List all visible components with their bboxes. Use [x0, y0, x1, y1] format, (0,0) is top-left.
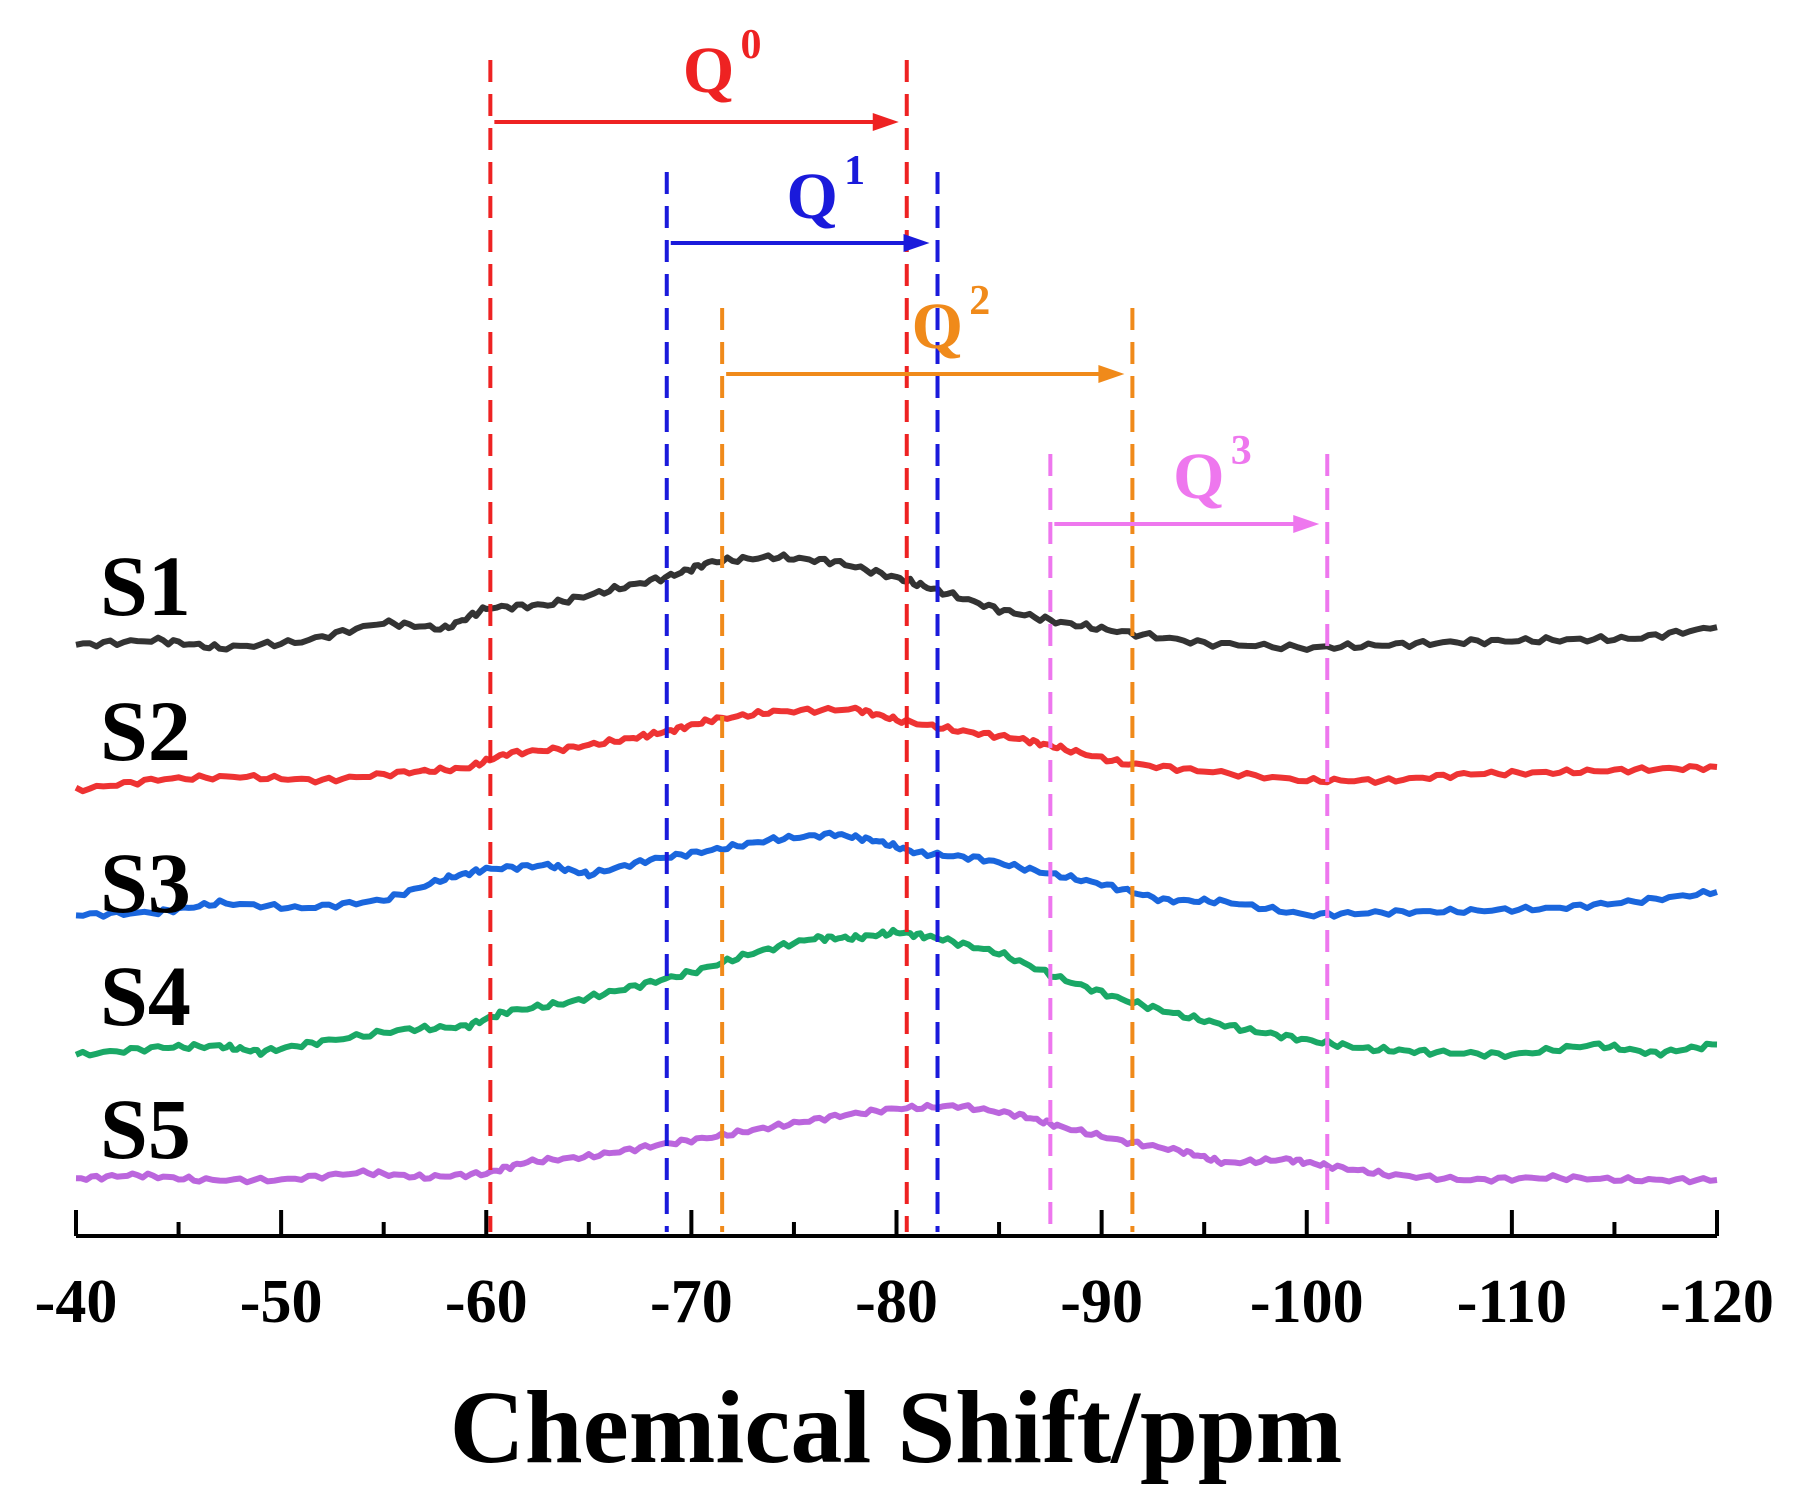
region-q2-label: Q [912, 290, 963, 363]
region-q2-superscript: 2 [969, 278, 990, 324]
x-tick-label-80: -80 [855, 1268, 938, 1336]
region-q2-arrowhead [1098, 365, 1125, 383]
region-q1-superscript: 1 [844, 148, 865, 194]
series-label-s2: S2 [100, 683, 191, 779]
x-tick-label-70: -70 [650, 1268, 733, 1336]
x-tick-label-50: -50 [240, 1268, 323, 1336]
series-label-s1: S1 [100, 538, 191, 634]
series-label-s4: S4 [100, 948, 191, 1044]
series-line-s1 [75, 551, 1718, 653]
x-tick-label-60: -60 [445, 1268, 528, 1336]
region-q0-label: Q [683, 34, 734, 107]
region-q3-arrowhead [1293, 515, 1320, 533]
x-axis: -40 -50 -60 -70 -80 -90 -100 -110 -120 [35, 1210, 1774, 1336]
series-label-s3: S3 [100, 835, 191, 931]
region-q1-label: Q [786, 160, 837, 233]
series-layer [74, 551, 1718, 1186]
region-annotations: Q 0Q 1Q 2Q 3 [488, 22, 1330, 1232]
region-q0-superscript: 0 [741, 22, 762, 68]
x-tick-label-120: -120 [1660, 1268, 1774, 1336]
series-labels: S1 S2 S3 S4 S5 [100, 538, 191, 1177]
x-tick-label-90: -90 [1060, 1268, 1143, 1336]
x-tick-label-100: -100 [1250, 1268, 1364, 1336]
region-q3-label: Q [1173, 440, 1224, 513]
x-tick-label-110: -110 [1457, 1268, 1567, 1336]
series-line-s5 [75, 1101, 1718, 1186]
series-line-s2 [74, 704, 1718, 795]
region-q1-arrowhead [903, 234, 930, 252]
series-line-s4 [74, 926, 1718, 1061]
x-tick-label-40: -40 [35, 1268, 118, 1336]
series-label-s5: S5 [100, 1081, 191, 1177]
region-q0-arrowhead [872, 113, 899, 131]
series-line-s3 [75, 829, 1718, 920]
region-q3-superscript: 3 [1231, 428, 1252, 474]
x-axis-title: Chemical Shift/ppm [450, 1370, 1343, 1485]
